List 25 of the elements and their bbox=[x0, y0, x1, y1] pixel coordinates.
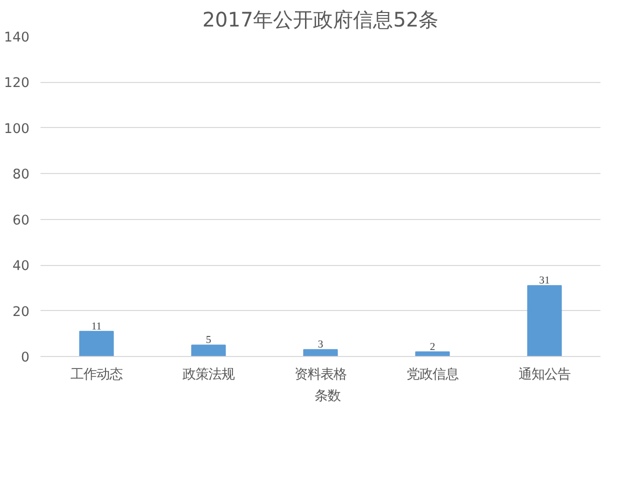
x-tick-label: 工作动态 bbox=[70, 368, 122, 382]
chart-title: 2017年公开政府信息52条 bbox=[202, 8, 439, 32]
data-label: 3 bbox=[318, 340, 324, 351]
data-label: 31 bbox=[539, 276, 550, 287]
bar bbox=[415, 351, 450, 356]
bar bbox=[79, 330, 114, 356]
y-tick-label: 140 bbox=[4, 30, 30, 46]
y-tick-label: 60 bbox=[12, 213, 30, 228]
y-tick-label: 80 bbox=[12, 168, 30, 183]
x-tick-label: 通知公告 bbox=[518, 368, 570, 382]
y-tick-label: 0 bbox=[21, 350, 30, 366]
x-tick-label: 政策法规 bbox=[182, 368, 234, 382]
bar bbox=[303, 349, 338, 356]
data-label: 11 bbox=[91, 321, 102, 332]
x-tick-label: 资料表格 bbox=[294, 368, 346, 382]
x-tick-label: 党政信息 bbox=[406, 368, 458, 382]
text: 条数 bbox=[314, 388, 340, 405]
y-tick-label: 100 bbox=[4, 122, 30, 137]
data-label: 5 bbox=[206, 335, 212, 346]
y-tick-label: 20 bbox=[12, 304, 30, 320]
y-tick-label: 120 bbox=[4, 76, 30, 92]
data-label: 2 bbox=[430, 342, 436, 353]
y-tick-label: 40 bbox=[12, 259, 30, 274]
bar bbox=[527, 285, 562, 356]
bar bbox=[191, 344, 226, 356]
